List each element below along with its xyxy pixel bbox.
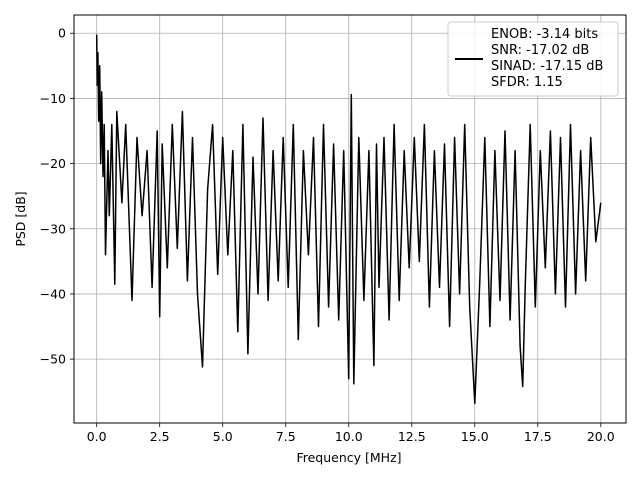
x-tick-label: 15.0 [461,429,489,444]
legend-text-enob: ENOB: -3.14 bits [491,27,598,42]
x-axis-label: Frequency [MHz] [296,450,401,465]
y-tick-label: 0 [58,26,66,41]
legend: ENOB: -3.14 bits SNR: -17.02 dB SINAD: -… [447,21,619,97]
legend-text-sfdr: SFDR: 1.15 [491,75,563,90]
x-tick-label: 2.5 [150,429,170,444]
y-tick-label: −30 [40,221,66,236]
y-tick-label: −20 [40,156,66,171]
y-tick-label: −50 [40,352,66,367]
legend-text-snr: SNR: -17.02 dB [491,43,589,58]
legend-box [447,21,619,97]
x-tick-label: 20.0 [587,429,615,444]
plot-frame [73,14,627,424]
y-axis-label: PSD [dB] [13,191,28,246]
x-tick-label: 10.0 [335,429,363,444]
psd-series-line [95,34,602,405]
ticks: 0.0 2.5 5.0 7.5 10.0 12.5 15.0 17.5 20.0 0 −10 −20 −… [40,26,615,444]
x-tick-label: 12.5 [398,429,426,444]
legend-text-sinad: SINAD: -17.15 dB [491,59,603,74]
x-tick-label: 7.5 [276,429,296,444]
x-tick-label: 17.5 [524,429,552,444]
x-tick-label: 5.0 [213,429,233,444]
y-tick-label: −40 [40,286,66,301]
series-layer [95,34,602,405]
x-tick-label: 0.0 [87,429,107,444]
y-tick-label: −10 [40,91,66,106]
